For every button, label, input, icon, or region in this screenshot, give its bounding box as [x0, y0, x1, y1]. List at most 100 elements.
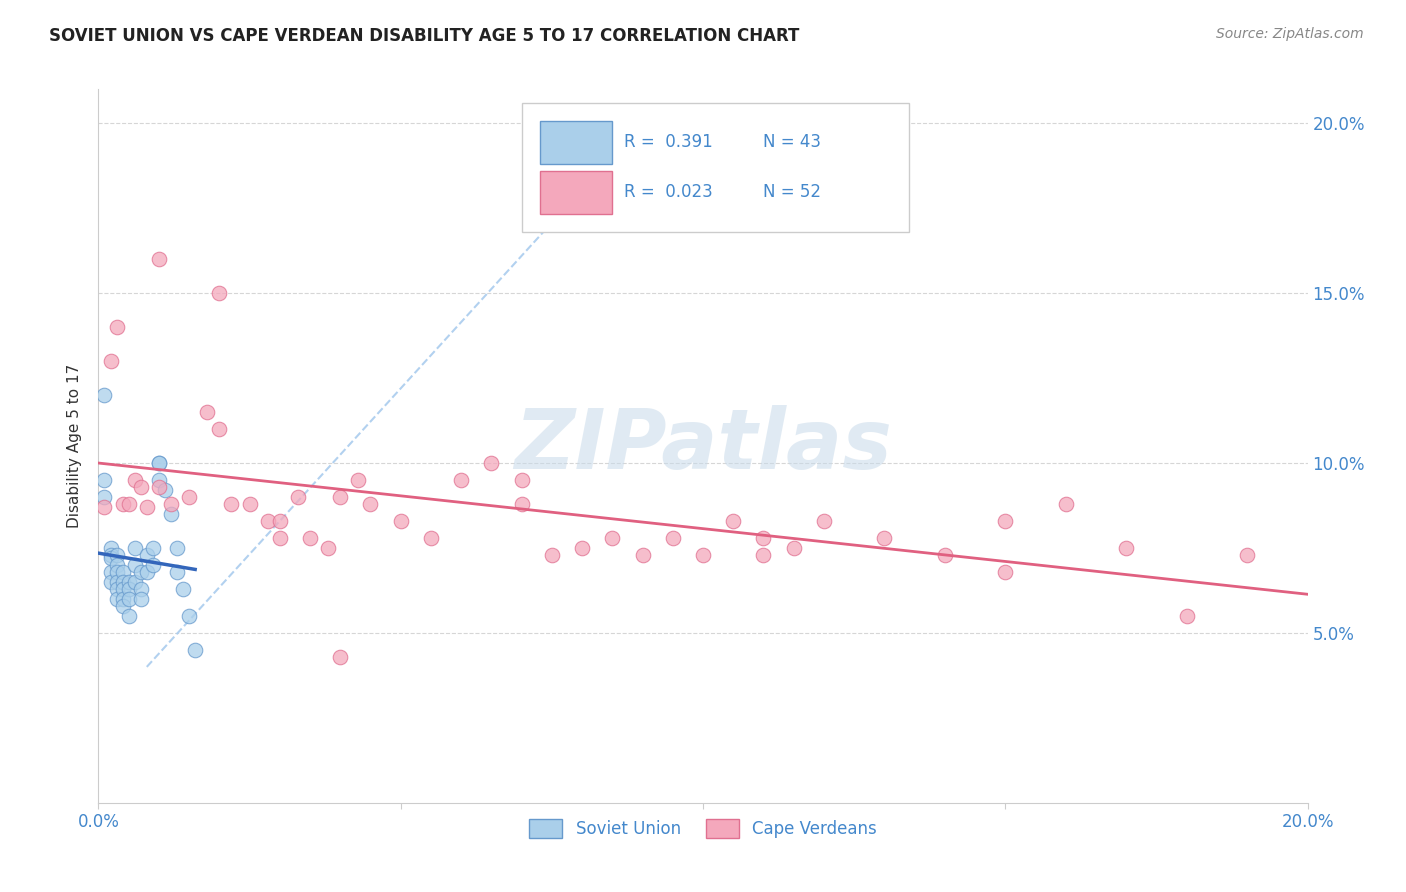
Point — [179, 490, 201, 504]
Point — [873, 531, 896, 545]
Point — [100, 541, 122, 555]
Point — [329, 490, 352, 504]
Point — [118, 497, 141, 511]
Point — [118, 582, 141, 596]
Point — [93, 490, 115, 504]
Point — [124, 558, 146, 572]
Point — [692, 548, 714, 562]
Point — [129, 582, 152, 596]
Point — [256, 514, 278, 528]
Point — [111, 497, 134, 511]
Point — [93, 388, 115, 402]
Point — [813, 514, 835, 528]
Point — [105, 591, 128, 606]
Point — [510, 497, 533, 511]
Point — [135, 565, 157, 579]
Point — [148, 480, 170, 494]
Point — [316, 541, 339, 555]
Point — [166, 541, 188, 555]
Point — [100, 565, 122, 579]
Point — [571, 541, 593, 555]
Text: ZIPatlas: ZIPatlas — [515, 406, 891, 486]
Point — [994, 514, 1017, 528]
Point — [142, 541, 165, 555]
Point — [1175, 608, 1198, 623]
Point — [1236, 548, 1258, 562]
FancyBboxPatch shape — [540, 171, 613, 214]
Point — [631, 548, 654, 562]
Point — [420, 531, 443, 545]
Point — [239, 497, 262, 511]
Point — [221, 497, 243, 511]
Point — [100, 551, 122, 566]
Point — [160, 507, 183, 521]
Point — [105, 574, 128, 589]
Point — [450, 473, 472, 487]
Point — [100, 354, 122, 368]
Point — [287, 490, 309, 504]
Point — [129, 565, 152, 579]
Point — [148, 473, 170, 487]
Point — [269, 531, 291, 545]
Point — [124, 473, 146, 487]
Point — [389, 514, 412, 528]
Point — [124, 574, 146, 589]
Text: Source: ZipAtlas.com: Source: ZipAtlas.com — [1216, 27, 1364, 41]
Point — [934, 548, 956, 562]
Point — [783, 541, 806, 555]
Point — [994, 565, 1017, 579]
Text: R =  0.023: R = 0.023 — [624, 183, 713, 201]
Point — [111, 565, 134, 579]
Point — [129, 591, 152, 606]
Point — [160, 497, 183, 511]
Point — [540, 548, 562, 562]
Text: SOVIET UNION VS CAPE VERDEAN DISABILITY AGE 5 TO 17 CORRELATION CHART: SOVIET UNION VS CAPE VERDEAN DISABILITY … — [49, 27, 800, 45]
Point — [100, 548, 122, 562]
Point — [148, 456, 170, 470]
Point — [184, 643, 207, 657]
Point — [723, 514, 745, 528]
Point — [1115, 541, 1137, 555]
Point — [195, 405, 218, 419]
Point — [93, 500, 115, 515]
Point — [481, 456, 503, 470]
Point — [105, 582, 128, 596]
Point — [510, 473, 533, 487]
Point — [105, 320, 128, 334]
Point — [129, 480, 152, 494]
Text: R =  0.391: R = 0.391 — [624, 133, 713, 151]
Point — [105, 565, 128, 579]
Point — [135, 548, 157, 562]
Point — [166, 565, 188, 579]
Point — [118, 591, 141, 606]
Point — [360, 497, 382, 511]
Point — [111, 591, 134, 606]
Point — [111, 574, 134, 589]
FancyBboxPatch shape — [522, 103, 908, 232]
Point — [752, 531, 775, 545]
Point — [111, 582, 134, 596]
Point — [1054, 497, 1077, 511]
Point — [299, 531, 322, 545]
Y-axis label: Disability Age 5 to 17: Disability Age 5 to 17 — [67, 364, 83, 528]
Point — [153, 483, 176, 498]
Point — [142, 558, 165, 572]
Point — [602, 531, 624, 545]
Point — [118, 608, 141, 623]
Point — [105, 548, 128, 562]
Point — [124, 541, 146, 555]
Legend: Soviet Union, Cape Verdeans: Soviet Union, Cape Verdeans — [522, 812, 884, 845]
Point — [208, 286, 231, 301]
Point — [661, 531, 683, 545]
Point — [347, 473, 370, 487]
Point — [105, 558, 128, 572]
Point — [111, 599, 134, 613]
Point — [752, 548, 775, 562]
Point — [179, 608, 201, 623]
Point — [148, 252, 170, 266]
Point — [148, 456, 170, 470]
FancyBboxPatch shape — [540, 121, 613, 164]
Point — [208, 422, 231, 436]
Point — [135, 500, 157, 515]
Point — [93, 473, 115, 487]
